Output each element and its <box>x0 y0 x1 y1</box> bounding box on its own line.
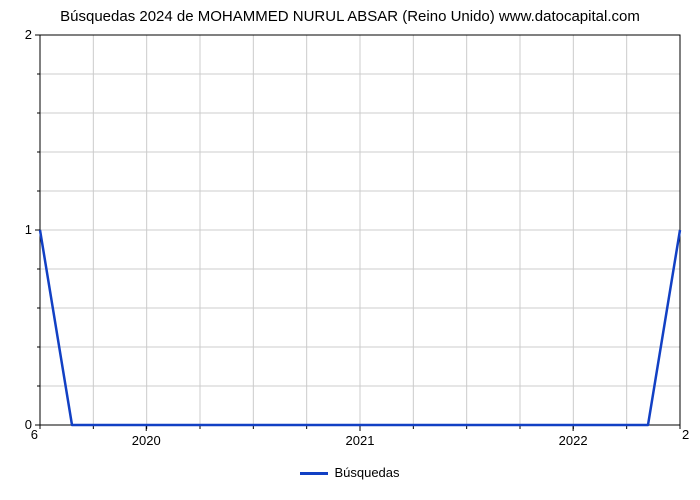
svg-text:2022: 2022 <box>559 433 588 448</box>
svg-text:1: 1 <box>25 222 32 237</box>
svg-text:2: 2 <box>25 29 32 42</box>
svg-text:2020: 2020 <box>132 433 161 448</box>
legend-swatch <box>300 472 328 475</box>
legend-label: Búsquedas <box>334 465 399 480</box>
chart-area: 01220202021202262 <box>0 29 700 459</box>
chart-legend: Búsquedas <box>0 459 700 480</box>
svg-text:2: 2 <box>682 427 689 442</box>
svg-text:2021: 2021 <box>346 433 375 448</box>
line-chart-svg: 01220202021202262 <box>0 29 700 459</box>
chart-title: Búsquedas 2024 de MOHAMMED NURUL ABSAR (… <box>0 0 700 29</box>
svg-text:6: 6 <box>31 427 38 442</box>
